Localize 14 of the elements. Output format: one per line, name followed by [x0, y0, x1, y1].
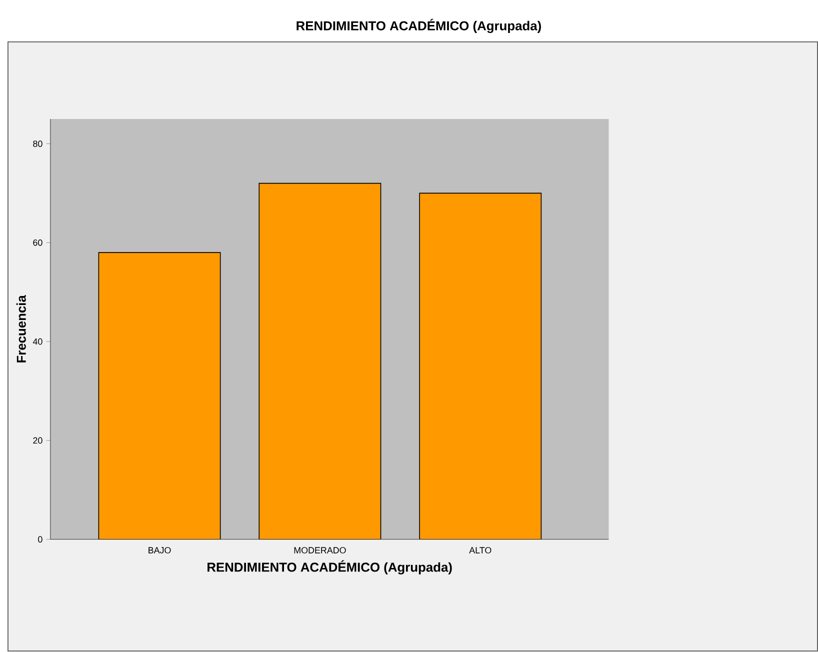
- x-tick-label: MODERADO: [294, 547, 346, 554]
- x-axis-title: RENDIMIENTO ACADÉMICO (Agrupada): [208, 560, 452, 575]
- y-tick-label: 60: [33, 240, 42, 246]
- y-tick-label: 0: [38, 536, 42, 543]
- y-tick-label: 20: [33, 438, 42, 444]
- y-tick-label: 80: [33, 140, 42, 148]
- y-axis-title: Frecuencia: [16, 295, 26, 363]
- bar: [419, 193, 542, 540]
- y-tick-label: 40: [32, 338, 42, 345]
- bar: [258, 183, 382, 540]
- chart-title: RENDIMIENTO ACADÉMICO (Agrupada): [296, 19, 541, 34]
- x-tick-label: ALTO: [469, 547, 492, 554]
- x-tick-label: BAJO: [148, 547, 171, 554]
- bar: [98, 252, 221, 540]
